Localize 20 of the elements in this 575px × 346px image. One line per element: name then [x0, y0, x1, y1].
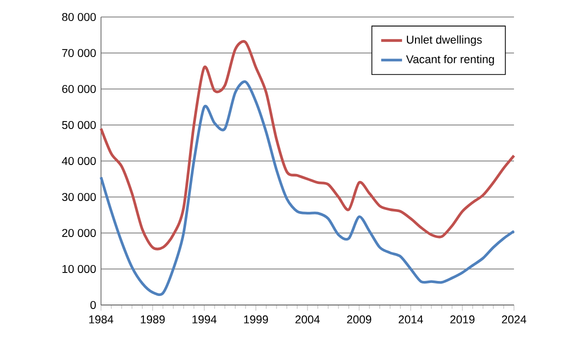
x-tick-label: 1999 [244, 315, 268, 324]
y-tick-label: 50 000 [62, 120, 96, 130]
y-tick-label: 20 000 [62, 228, 96, 237]
y-tick-label: 10 000 [62, 264, 96, 273]
x-tick-label: 2019 [450, 315, 474, 324]
x-tick-label: 1984 [89, 315, 114, 324]
x-tick-label: 2024 [502, 315, 526, 324]
x-tick-label: 2009 [347, 315, 372, 324]
y-tick-label: 80 000 [62, 13, 96, 22]
y-tick-label: 70 000 [62, 49, 96, 58]
x-tick-label: 1989 [140, 315, 165, 324]
legend-label: Vacant for renting [406, 54, 494, 66]
x-tick-label: 2004 [295, 315, 320, 324]
legend-label: Unlet dwellings [406, 35, 482, 46]
x-tick-label: 1994 [192, 315, 217, 324]
y-tick-label: 0 [90, 300, 96, 309]
y-tick-label: 60 000 [62, 85, 96, 94]
y-tick-label: 40 000 [62, 156, 96, 165]
y-tick-label: 30 000 [62, 192, 96, 201]
x-tick-label: 2014 [398, 315, 424, 324]
